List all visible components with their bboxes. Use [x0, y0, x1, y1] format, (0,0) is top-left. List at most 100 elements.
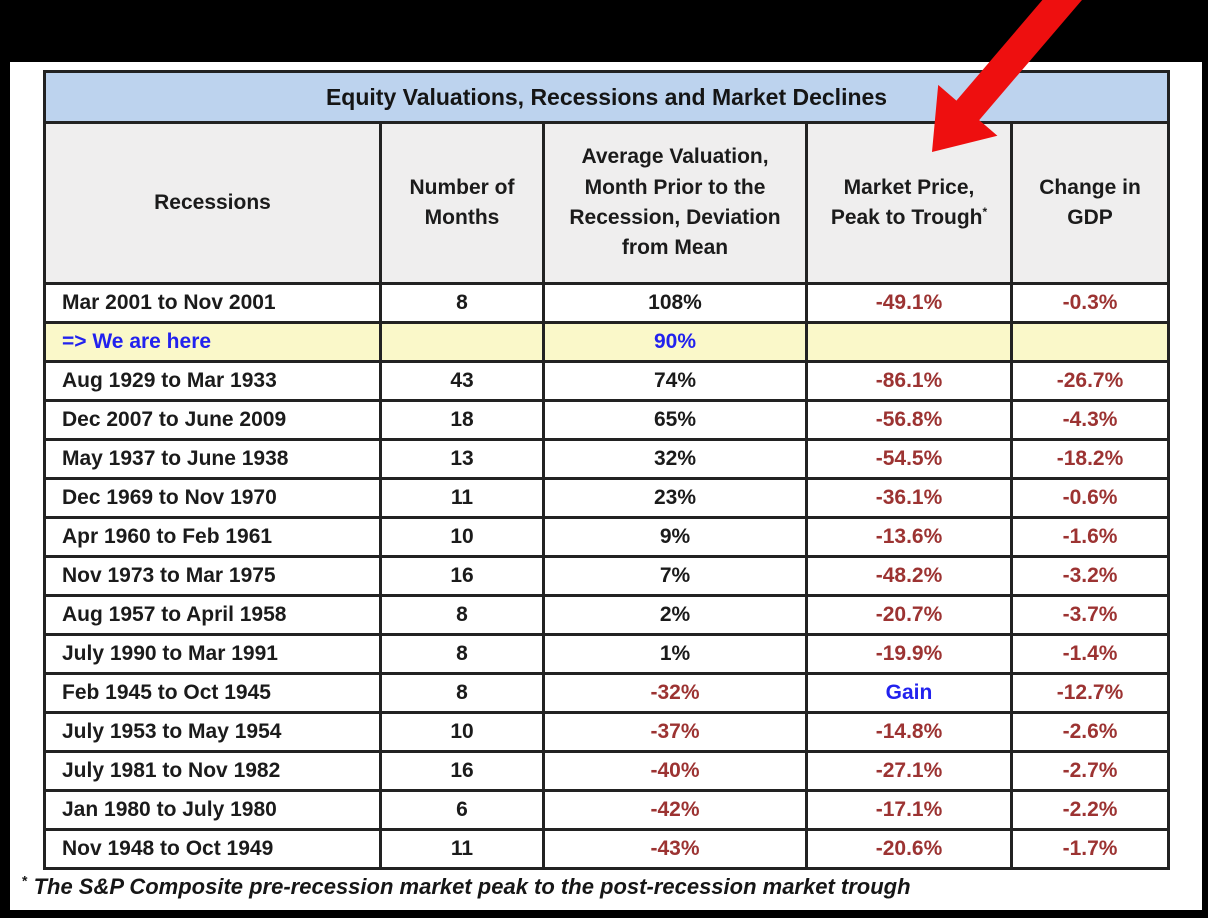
- cell-recession: July 1981 to Nov 1982: [43, 750, 382, 792]
- cell-market-price: -36.1%: [805, 477, 1013, 519]
- table-row: Aug 1929 to Mar 1933 43 74% -86.1% -26.7%: [43, 360, 1171, 402]
- cell-market-price: -14.8%: [805, 711, 1013, 753]
- table-row: Nov 1948 to Oct 1949 11 -43% -20.6% -1.7%: [43, 828, 1171, 870]
- table-row: Jan 1980 to July 1980 6 -42% -17.1% -2.2%: [43, 789, 1171, 831]
- cell-gdp: -26.7%: [1009, 360, 1171, 402]
- cell-valuation: -40%: [542, 750, 808, 792]
- cell-valuation: 74%: [542, 360, 808, 402]
- cell-gdp: -1.7%: [1009, 828, 1171, 870]
- cell-months: 16: [379, 750, 545, 792]
- cell-months: 8: [379, 594, 545, 636]
- cell-market-price: -54.5%: [805, 438, 1013, 480]
- cell-months: 13: [379, 438, 545, 480]
- cell-gdp: -12.7%: [1009, 672, 1171, 714]
- cell-recession: Aug 1929 to Mar 1933: [43, 360, 382, 402]
- table-row: July 1981 to Nov 1982 16 -40% -27.1% -2.7%: [43, 750, 1171, 792]
- column-header-row: Recessions Number of Months Average Valuat…: [43, 121, 1171, 285]
- column-header-market: Market Price, Peak to Trough*: [805, 121, 1013, 285]
- cell-months: 11: [379, 828, 545, 870]
- cell-months: [379, 321, 545, 363]
- footnote-asterisk: *: [22, 872, 28, 889]
- cell-market-price: -17.1%: [805, 789, 1013, 831]
- cell-valuation: 65%: [542, 399, 808, 441]
- cell-market-price: -48.2%: [805, 555, 1013, 597]
- cell-recession: => We are here: [43, 321, 382, 363]
- cell-recession: Nov 1948 to Oct 1949: [43, 828, 382, 870]
- cell-months: 8: [379, 672, 545, 714]
- cell-market-price: -56.8%: [805, 399, 1013, 441]
- cell-market-price: Gain: [805, 672, 1013, 714]
- table-row: Feb 1945 to Oct 1945 8 -32% Gain -12.7%: [43, 672, 1171, 714]
- cell-recession: May 1937 to June 1938: [43, 438, 382, 480]
- table-row: Aug 1957 to April 1958 8 2% -20.7% -3.7%: [43, 594, 1171, 636]
- cell-market-price: [805, 321, 1013, 363]
- footnote: * The S&P Composite pre-recession market…: [22, 874, 1182, 900]
- cell-gdp: -0.3%: [1009, 282, 1171, 324]
- table-container: Equity Valuations, Recessions and Market…: [42, 70, 1171, 870]
- cell-market-price: -49.1%: [805, 282, 1013, 324]
- cell-recession: July 1990 to Mar 1991: [43, 633, 382, 675]
- cell-valuation: -42%: [542, 789, 808, 831]
- market-price-asterisk: *: [982, 205, 988, 219]
- cell-valuation: -32%: [542, 672, 808, 714]
- cell-months: 8: [379, 633, 545, 675]
- cell-valuation: 1%: [542, 633, 808, 675]
- cell-valuation: -43%: [542, 828, 808, 870]
- cell-gdp: -18.2%: [1009, 438, 1171, 480]
- column-header-months: Number of Months: [379, 121, 545, 285]
- table-row: May 1937 to June 1938 13 32% -54.5% -18.2%: [43, 438, 1171, 480]
- table-row: July 1953 to May 1954 10 -37% -14.8% -2.6%: [43, 711, 1171, 753]
- content-panel: Equity Valuations, Recessions and Market…: [10, 62, 1202, 910]
- we-are-here-row: => We are here 90%: [43, 321, 1171, 363]
- cell-months: 18: [379, 399, 545, 441]
- cell-market-price: -19.9%: [805, 633, 1013, 675]
- table-row: Mar 2001 to Nov 2001 8 108% -49.1% -0.3%: [43, 282, 1171, 324]
- table-row: Nov 1973 to Mar 1975 16 7% -48.2% -3.2%: [43, 555, 1171, 597]
- cell-gdp: -2.7%: [1009, 750, 1171, 792]
- cell-valuation: 90%: [542, 321, 808, 363]
- cell-market-price: -13.6%: [805, 516, 1013, 558]
- cell-gdp: -4.3%: [1009, 399, 1171, 441]
- table-row: Apr 1960 to Feb 1961 10 9% -13.6% -1.6%: [43, 516, 1171, 558]
- cell-gdp: -2.2%: [1009, 789, 1171, 831]
- cell-months: 6: [379, 789, 545, 831]
- table-title: Equity Valuations, Recessions and Market…: [42, 70, 1171, 124]
- cell-recession: Aug 1957 to April 1958: [43, 594, 382, 636]
- cell-recession: July 1953 to May 1954: [43, 711, 382, 753]
- cell-market-price: -20.7%: [805, 594, 1013, 636]
- cell-gdp: -2.6%: [1009, 711, 1171, 753]
- column-header-gdp: Change in GDP: [1009, 121, 1171, 285]
- cell-valuation: 9%: [542, 516, 808, 558]
- cell-months: 43: [379, 360, 545, 402]
- cell-months: 16: [379, 555, 545, 597]
- cell-recession: Mar 2001 to Nov 2001: [43, 282, 382, 324]
- cell-gdp: -3.7%: [1009, 594, 1171, 636]
- cell-recession: Nov 1973 to Mar 1975: [43, 555, 382, 597]
- cell-months: 10: [379, 711, 545, 753]
- cell-gdp: -1.4%: [1009, 633, 1171, 675]
- cell-recession: Feb 1945 to Oct 1945: [43, 672, 382, 714]
- cell-recession: Jan 1980 to July 1980: [43, 789, 382, 831]
- cell-recession: Dec 2007 to June 2009: [43, 399, 382, 441]
- cell-recession: Dec 1969 to Nov 1970: [43, 477, 382, 519]
- cell-market-price: -27.1%: [805, 750, 1013, 792]
- cell-valuation: 7%: [542, 555, 808, 597]
- cell-gdp: -0.6%: [1009, 477, 1171, 519]
- cell-valuation: 108%: [542, 282, 808, 324]
- cell-gdp: -3.2%: [1009, 555, 1171, 597]
- column-header-valuation: Average Valuation, Month Prior to the Re…: [542, 121, 808, 285]
- cell-gdp: -1.6%: [1009, 516, 1171, 558]
- column-header-recession: Recessions: [43, 121, 382, 285]
- cell-valuation: 23%: [542, 477, 808, 519]
- title-row: Equity Valuations, Recessions and Market…: [42, 70, 1171, 124]
- cell-gdp: [1009, 321, 1171, 363]
- cell-valuation: -37%: [542, 711, 808, 753]
- table-row: Dec 2007 to June 2009 18 65% -56.8% -4.3%: [43, 399, 1171, 441]
- cell-market-price: -20.6%: [805, 828, 1013, 870]
- cell-months: 11: [379, 477, 545, 519]
- cell-valuation: 32%: [542, 438, 808, 480]
- cell-valuation: 2%: [542, 594, 808, 636]
- cell-recession: Apr 1960 to Feb 1961: [43, 516, 382, 558]
- cell-months: 8: [379, 282, 545, 324]
